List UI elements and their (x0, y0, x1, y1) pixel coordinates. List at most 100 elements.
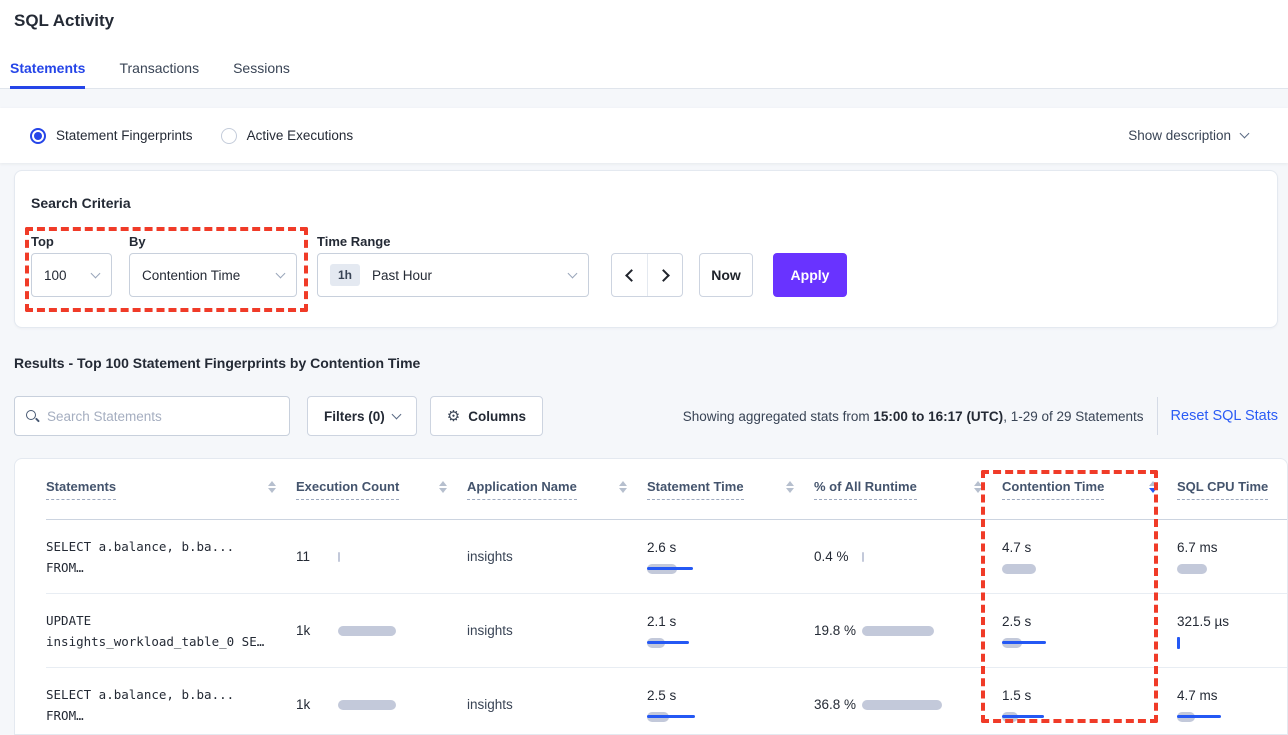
sort-asc-arrow (268, 480, 276, 486)
column-header-application-name[interactable]: Application Name (467, 479, 647, 500)
page-title: SQL Activity (14, 11, 115, 30)
column-header-contention-time[interactable]: Contention Time (1002, 479, 1177, 500)
column-header-execution-count[interactable]: Execution Count (296, 479, 467, 500)
statement-line: insights_workload_table_0 SE… (46, 633, 265, 649)
top-select[interactable]: 100 (31, 253, 112, 297)
top-select-value: 100 (44, 267, 67, 283)
time-range-value: Past Hour (372, 267, 433, 283)
column-label: Contention Time (1002, 479, 1105, 500)
time-range-select[interactable]: 1h Past Hour (317, 253, 589, 297)
metric-value: 6.7 ms (1177, 539, 1218, 555)
execution-count-cell: 1k (296, 594, 467, 667)
next-time-button[interactable] (647, 254, 682, 296)
metric-value: 2.1 s (647, 613, 677, 629)
time-nav-group (611, 253, 683, 297)
bar-chart (1177, 636, 1261, 649)
sql-cpu-time-cell: 321.5 µs (1177, 594, 1287, 667)
column-header-statements[interactable]: Statements (46, 479, 296, 500)
sort-desc-arrow (268, 488, 276, 494)
reset-sql-stats-link[interactable]: Reset SQL Stats (1170, 408, 1278, 424)
view-mode-bar: Statement Fingerprints Active Executions… (0, 108, 1288, 163)
radio-label: Active Executions (246, 128, 354, 143)
chevron-down-icon (391, 409, 402, 419)
bar-chart (862, 699, 976, 711)
search-statements-input[interactable] (47, 408, 279, 424)
sort-icon[interactable] (786, 480, 794, 494)
tab-transactions[interactable]: Transactions (119, 60, 200, 76)
bar-chart (338, 551, 441, 563)
column-header-statement-time[interactable]: Statement Time (647, 479, 814, 500)
radio-unselected-icon (220, 127, 237, 144)
metric-value: 4.7 s (1002, 539, 1032, 555)
chevron-down-icon (567, 268, 578, 278)
table-row[interactable]: SELECT a.balance, b.ba... FROM… 11 insights… (46, 520, 1287, 594)
statement-line: SELECT a.balance, b.ba... (46, 538, 235, 554)
gear-icon: ⚙ (446, 407, 461, 425)
statements-table: Statements Execution Count Application Nam… (14, 458, 1288, 735)
sort-asc-arrow (439, 480, 447, 486)
sql-cpu-time-cell: 4.7 ms (1177, 668, 1287, 734)
table-row[interactable]: UPDATE insights_workload_table_0 SE… 1k ins… (46, 594, 1287, 668)
sort-icon[interactable] (974, 480, 982, 494)
metric-value: 36.8 % (814, 697, 857, 712)
toolbar-divider (1156, 397, 1158, 435)
execution-count-value: 11 (296, 549, 311, 564)
search-icon (25, 409, 39, 423)
top-bar: SQL Activity Statements Transactions Ses… (0, 0, 1288, 89)
contention-time-cell: 4.7 s (1002, 520, 1177, 593)
show-description-toggle[interactable]: Show description (1128, 128, 1250, 143)
sort-desc-arrow (619, 488, 627, 494)
by-select[interactable]: Contention Time (129, 253, 297, 297)
metric-value: 2.5 s (1002, 613, 1032, 629)
bar-chart (647, 563, 788, 575)
bar-chart (1177, 711, 1261, 723)
search-statements-box (14, 396, 290, 436)
sort-asc-arrow (974, 480, 982, 486)
statement-cell[interactable]: UPDATE insights_workload_table_0 SE… (46, 594, 296, 667)
radio-statement-fingerprints[interactable]: Statement Fingerprints (30, 127, 193, 144)
column-header-of-all-runtime[interactable]: % of All Runtime (814, 479, 1002, 500)
statement-cell[interactable]: SELECT a.balance, b.ba... FROM… (46, 520, 296, 593)
application-name-cell: insights (467, 623, 513, 638)
filters-button[interactable]: Filters (0) (307, 396, 417, 436)
application-name-cell: insights (467, 549, 513, 564)
show-description-label: Show description (1128, 128, 1231, 143)
contention-time-cell: 2.5 s (1002, 594, 1177, 667)
bar-chart (338, 699, 441, 711)
chevron-down-icon (1239, 128, 1250, 139)
bar-chart (862, 551, 976, 563)
apply-button[interactable]: Apply (773, 253, 847, 297)
table-row[interactable]: SELECT a.balance, b.ba... FROM… 1k insights… (46, 668, 1287, 734)
sort-icon[interactable] (439, 480, 447, 494)
statement-cell[interactable]: SELECT a.balance, b.ba... FROM… (46, 668, 296, 734)
sort-desc-arrow (786, 488, 794, 494)
sort-icon[interactable] (619, 480, 627, 494)
metric-value: 321.5 µs (1177, 613, 1230, 629)
chevron-left-icon (624, 268, 638, 282)
search-criteria-title: Search Criteria (31, 195, 131, 211)
tab-statements[interactable]: Statements (10, 60, 86, 89)
column-header-sql-cpu-time[interactable]: SQL CPU Time (1177, 479, 1287, 500)
statement-line: UPDATE (46, 612, 92, 628)
column-label: Statements (46, 479, 117, 500)
sort-asc-arrow (786, 480, 794, 486)
top-label: Top (31, 234, 54, 249)
sort-icon[interactable] (268, 480, 276, 494)
metric-value: 2.5 s (647, 687, 677, 703)
now-button[interactable]: Now (699, 253, 753, 297)
previous-time-button[interactable] (612, 254, 647, 296)
tab-sessions[interactable]: Sessions (233, 60, 290, 76)
metric-value: 1.5 s (1002, 687, 1032, 703)
chevron-right-icon (657, 268, 670, 282)
stats-summary: Showing aggregated stats from 15:00 to 1… (682, 408, 1144, 424)
columns-button[interactable]: ⚙ Columns (429, 396, 543, 436)
radio-selected-icon (30, 127, 46, 144)
metric-value: 0.4 % (814, 549, 849, 564)
chevron-down-icon (275, 268, 286, 278)
sort-icon[interactable] (1149, 480, 1157, 494)
execution-count-value: 1k (296, 697, 311, 712)
statement-line: FROM… (46, 707, 84, 723)
statement-time-cell: 2.6 s (647, 520, 814, 593)
radio-active-executions[interactable]: Active Executions (220, 127, 354, 144)
